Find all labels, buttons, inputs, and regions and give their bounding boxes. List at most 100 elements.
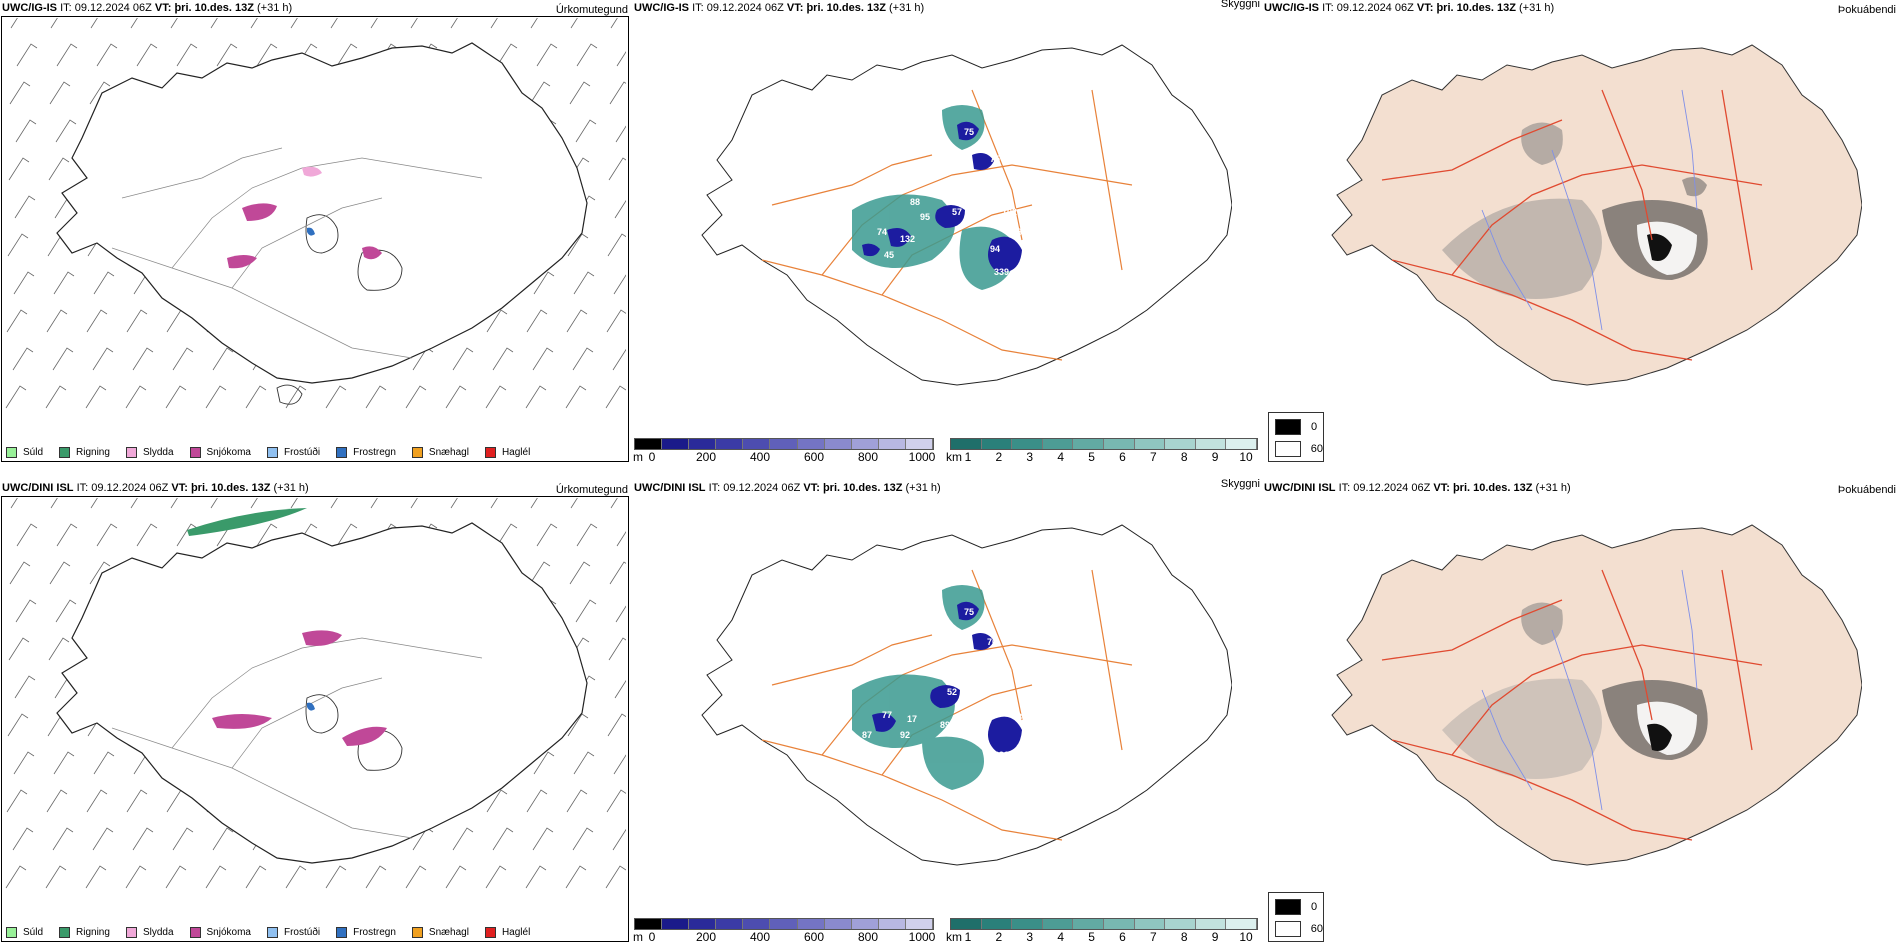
cloud-base-label: 57 (952, 207, 962, 217)
scale-tick-label: 8 (1180, 930, 1188, 944)
legend-swatch (336, 447, 348, 458)
wind-barb (176, 523, 198, 547)
wind-barb (490, 498, 498, 509)
wind-barb (132, 347, 154, 371)
cloud-base-visibility-panel: UWC/IG-IS IT: 09.12.2024 06Z VT: þri. 10… (632, 0, 1262, 470)
cloud-base-label: 43 (892, 657, 902, 667)
wind-barb (256, 523, 278, 547)
wind-barb (610, 498, 618, 509)
wind-barb (56, 43, 78, 67)
scale-cell (951, 439, 982, 449)
precip-legend-item: Frostúði (266, 927, 320, 938)
vt-value: þri. 10.des. 13Z (1436, 2, 1516, 14)
scale-tick-label: 400 (749, 930, 771, 944)
wind-barb (8, 637, 30, 661)
legend-swatch (266, 927, 278, 938)
cloud-base-label: 92 (954, 342, 964, 352)
roads (111, 637, 483, 839)
scale-tick-label: 800 (857, 450, 879, 464)
scale-cell (1226, 919, 1257, 929)
iceland-outline (56, 42, 588, 384)
wind-barb (7, 233, 29, 257)
cloud-base-label: 94 (990, 244, 1000, 254)
wind-barb (330, 18, 338, 29)
wind-barb (45, 385, 67, 409)
visibility-scale: km 1 2 3 4 5 6 7 8 9 10 (946, 438, 1258, 464)
legend-label: Haglél (501, 447, 531, 458)
scale-cell (635, 439, 663, 449)
wind-barb (10, 18, 18, 29)
scale-cell (662, 439, 690, 449)
model-name: UWC/IG-IS (2, 2, 57, 14)
wind-barb (490, 18, 498, 29)
precip-legend-item: Slydda (125, 927, 174, 938)
wind-barb (405, 385, 427, 409)
wind-barb (570, 18, 578, 29)
legend-label: Frostregn (353, 447, 396, 458)
fog-panel-title: Þokuábendi (1837, 484, 1896, 496)
scale-cell (851, 439, 879, 449)
wind-barb (330, 498, 338, 509)
precip-legend-item: Snjókoma (189, 447, 251, 458)
scale-cell (1042, 439, 1074, 449)
scale-cell (905, 439, 934, 449)
scale-unit: m (633, 930, 643, 944)
scale-cell (743, 439, 771, 449)
scale-cell (689, 919, 717, 929)
scale-tick-label: 4 (1057, 450, 1064, 464)
wind-barb (532, 827, 554, 851)
it-value: 09.12.2024 06Z (1336, 2, 1414, 14)
wind-barb (50, 18, 58, 29)
legend-label: Rigning (76, 447, 110, 458)
wind-barb (14, 195, 36, 219)
scale-tick-label: 600 (803, 930, 825, 944)
wind-barb (575, 119, 597, 143)
scale-cell (716, 439, 744, 449)
wind-barb (572, 827, 594, 851)
wind-barb (608, 157, 626, 181)
precip-legend-item: Frostúði (266, 447, 321, 458)
wind-barb (93, 751, 115, 775)
wind-barb (496, 43, 518, 67)
legend-label: Frostregn (353, 927, 396, 938)
cloud-base-label: 87 (862, 730, 872, 740)
fog-legend-label-0: 0 (1311, 421, 1318, 433)
precip-legend-item: Rigning (59, 927, 110, 938)
scale-tick-label: 600 (803, 450, 825, 464)
wind-barb (126, 789, 148, 813)
fog-legend: 0 60 (1268, 892, 1324, 942)
precip-legend-item: Haglél (484, 927, 530, 938)
wind-barb (405, 865, 427, 889)
lead-time: (+31 h) (905, 482, 941, 494)
fog-map (1331, 44, 1862, 386)
scale-tick-label: 2 (995, 930, 1003, 944)
wind-barb (245, 385, 267, 409)
wind-barb (45, 865, 67, 889)
cloud-map: 75 70 43 84 52 77 17 87 92 89 80 290 14 102 (701, 524, 1232, 866)
legend-label: Frostúði (283, 447, 321, 458)
wind-barb (533, 751, 555, 775)
wind-barb (130, 18, 138, 29)
wind-barb (566, 789, 588, 813)
scale-tick-label: 1000 (908, 450, 936, 464)
wind-barb (290, 18, 298, 29)
wind-barb (410, 498, 418, 509)
wind-barb (89, 81, 111, 105)
scale-tick-label: 400 (749, 450, 771, 464)
wind-barb (12, 827, 34, 851)
wind-barb (565, 385, 587, 409)
scale-tick-label: 200 (695, 930, 717, 944)
wind-barb (565, 865, 587, 889)
wind-barb (529, 561, 551, 585)
panel-header: UWC/DINI ISL IT: 09.12.2024 06Z VT: þri.… (1264, 482, 1571, 494)
scale-tick-label: 800 (857, 930, 879, 944)
wind-barb (606, 309, 626, 333)
wind-barb (533, 271, 555, 295)
wind-barb (55, 119, 77, 143)
wind-barb (485, 385, 507, 409)
wind-barb (52, 347, 74, 371)
wind-barb (573, 751, 595, 775)
scale-cell (1103, 919, 1135, 929)
scale-unit: m (633, 450, 643, 464)
